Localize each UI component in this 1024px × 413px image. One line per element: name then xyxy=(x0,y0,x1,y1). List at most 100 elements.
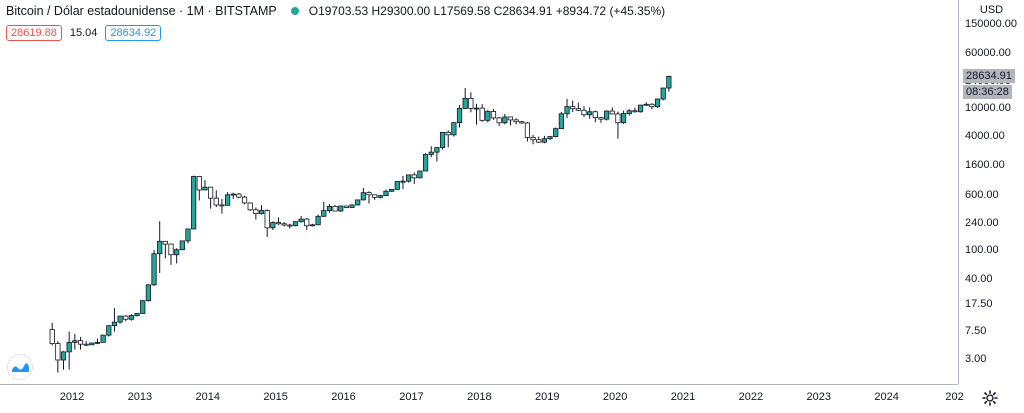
candle xyxy=(434,147,440,162)
candle-body xyxy=(213,197,219,206)
candle xyxy=(547,136,553,140)
candle xyxy=(439,131,446,150)
candle-body xyxy=(338,205,344,212)
symbol-title[interactable]: Bitcoin / Dólar estadounidense · 1M · BI… xyxy=(6,4,277,18)
price-chart[interactable]: Bitcoin / Dólar estadounidense · 1M · BI… xyxy=(0,0,958,384)
candle xyxy=(162,240,168,259)
price-tick-label: 60000.00 xyxy=(965,46,1011,59)
candle xyxy=(213,190,219,208)
candle xyxy=(94,338,101,345)
candle xyxy=(128,314,135,321)
open-value: 19703.53 xyxy=(318,4,369,18)
candle-body xyxy=(609,110,615,115)
price-tick-label: 17.50 xyxy=(965,298,993,311)
candle xyxy=(496,116,502,127)
candle-body xyxy=(94,341,101,344)
buy-price-button[interactable]: 28634.92 xyxy=(105,25,162,41)
candle-body xyxy=(428,151,434,155)
candle-body xyxy=(524,122,531,138)
candle xyxy=(366,191,372,204)
candle-body xyxy=(191,176,197,230)
candle-body xyxy=(615,113,621,124)
candle-body xyxy=(304,218,310,227)
candle xyxy=(343,205,349,209)
candle-body xyxy=(106,325,112,336)
candle xyxy=(123,315,129,322)
candle-body xyxy=(462,97,468,109)
candle xyxy=(660,87,666,101)
candle xyxy=(304,218,310,231)
candle-body xyxy=(219,204,225,207)
ohlc-values: O19703.53 H29300.00 L17569.58 C28634.91 … xyxy=(309,4,665,18)
candle-body xyxy=(72,340,78,343)
price-tick-label: 7.50 xyxy=(965,324,987,337)
candle-body xyxy=(570,106,576,110)
candle xyxy=(168,243,174,265)
market-open-dot-icon xyxy=(290,7,299,15)
candle-body xyxy=(60,351,67,361)
candle-body xyxy=(468,97,474,109)
candle-body xyxy=(637,104,644,113)
candle xyxy=(451,122,457,137)
candle xyxy=(428,146,434,158)
time-axis[interactable]: 2012 2013 2014 2015 2016 2017 2018 2019 2020 2021… xyxy=(0,384,964,408)
candle-body xyxy=(564,106,570,115)
candle xyxy=(349,204,355,208)
candle-body xyxy=(439,131,446,148)
candle xyxy=(145,283,151,302)
gear-icon[interactable] xyxy=(980,388,1000,408)
candle xyxy=(264,209,270,237)
candle xyxy=(581,106,587,118)
candle-body xyxy=(513,119,519,123)
currency-label: USD xyxy=(979,4,1004,16)
candle-body xyxy=(666,76,672,89)
candle xyxy=(66,331,72,370)
open-key: O xyxy=(308,4,319,18)
bar-countdown-label: 08:36:28 xyxy=(963,85,1012,100)
candle-body xyxy=(83,343,89,346)
candle-body xyxy=(604,110,610,120)
candle-body xyxy=(174,249,180,256)
sell-price-button[interactable]: 28619.88 xyxy=(6,25,62,41)
candle xyxy=(530,134,536,145)
candle-body xyxy=(89,342,95,346)
candle-body xyxy=(264,210,270,229)
candle xyxy=(536,136,542,143)
candle-body xyxy=(258,210,265,215)
candle xyxy=(60,351,67,370)
candle xyxy=(604,110,610,121)
candle xyxy=(360,187,366,201)
price-axis[interactable]: USD 390000.00150000.0060000.0024000.0010… xyxy=(958,0,1024,384)
candle-body xyxy=(298,218,304,223)
candle xyxy=(191,175,197,230)
candle xyxy=(230,192,236,199)
candle-body xyxy=(490,111,497,119)
candle-body xyxy=(377,195,383,198)
candle-body xyxy=(411,174,417,179)
price-tick-label: 10000.00 xyxy=(965,102,1011,114)
candle-body xyxy=(355,199,361,206)
candle-body xyxy=(100,334,106,343)
candle xyxy=(315,214,321,226)
candle-body xyxy=(292,221,299,227)
candle xyxy=(513,118,519,125)
candlestick-chart xyxy=(49,75,672,373)
candle xyxy=(77,337,84,350)
candle xyxy=(174,248,180,264)
candle-body xyxy=(241,196,248,204)
time-tick-label: 2015 xyxy=(263,391,288,403)
symbol-legend: Bitcoin / Dólar estadounidense · 1M · BI… xyxy=(6,4,665,18)
tradingview-logo-icon[interactable] xyxy=(8,355,32,379)
candle xyxy=(394,180,400,190)
time-tick-label: 2013 xyxy=(127,391,153,403)
candle-body xyxy=(140,300,146,314)
candle xyxy=(83,341,89,347)
candle xyxy=(241,195,248,205)
bid-ask-row: 28619.88 15.04 28634.92 xyxy=(6,25,162,41)
candle-body xyxy=(372,194,378,198)
candle xyxy=(287,223,293,229)
candle xyxy=(258,204,265,215)
candle xyxy=(422,153,429,172)
candle-body xyxy=(643,103,649,106)
candle-body xyxy=(394,181,400,190)
